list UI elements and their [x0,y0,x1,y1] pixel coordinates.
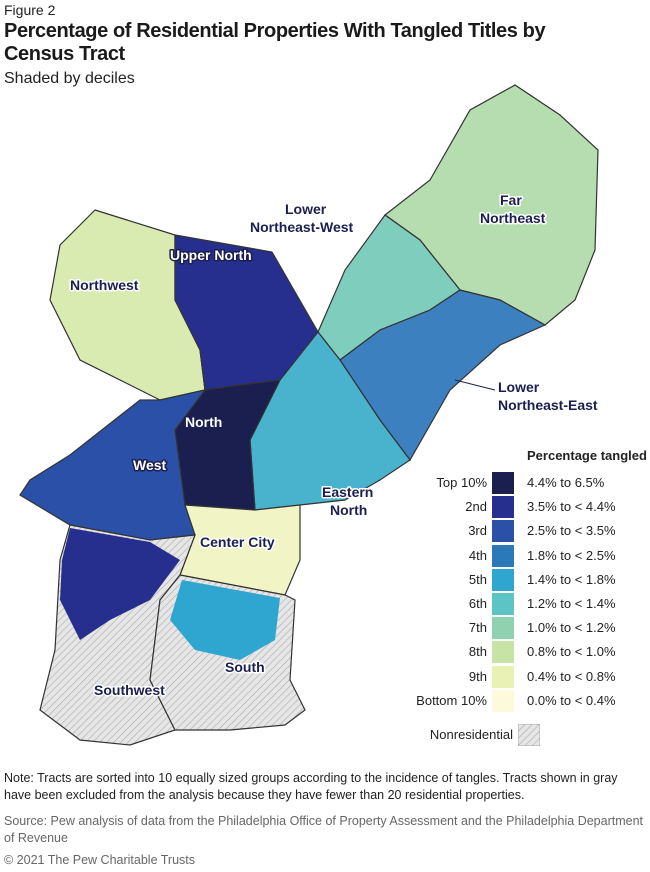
legend-rank: 4th [468,547,487,563]
legend-swatch [492,520,514,543]
title: Percentage of Residential Properties Wit… [4,20,546,65]
region-label: Center City [200,534,275,550]
region-label: West [133,457,167,473]
legend-rank: Top 10% [436,475,487,490]
note: Note: Tracts are sorted into 10 equally … [4,771,618,802]
legend: Percentage tangled Nonresidential Top 10… [416,448,650,748]
legend-rank: 9th [468,668,487,684]
legend-rank: 7th [468,620,487,636]
legend-range: 2.5% to < 3.5% [527,523,616,539]
hatch-swatch [518,724,540,746]
legend-swatch [492,617,514,640]
region-label: Lower Northeast-East [498,379,598,413]
legend-item: Bottom 10% 0.0% to < 0.4% [416,689,650,712]
region-label: South [225,659,265,675]
legend-rank: 3rd [468,523,487,539]
legend-nonresidential: Nonresidential [420,724,650,746]
region-label: Southwest [94,682,165,698]
region-label: Lower Northeast-West [250,201,354,235]
south-tracts [170,580,280,660]
legend-item: 8th 0.8% to < 1.0% [420,641,650,664]
districts [19,84,599,746]
legend-item: Top 10% 4.4% to 6.5% [420,472,650,494]
legend-item: 4th 1.8% to < 2.5% [420,544,650,567]
copyright: © 2021 The Pew Charitable Trusts [4,853,196,867]
legend-rank: 2nd [465,499,487,515]
southwest-tracts [60,528,180,640]
legend-range: 0.4% to < 0.8% [527,668,616,684]
legend-swatch [492,496,514,519]
legend-range: 0.0% to < 0.4% [527,692,616,708]
legend-range: 3.5% to < 4.4% [527,499,616,515]
region-label: Upper North [170,247,252,263]
legend-range: 4.4% to 6.5% [527,475,605,490]
region-label: Eastern North [322,484,373,518]
source: Source: Pew analysis of data from the Ph… [4,814,644,845]
legend-rank: 8th [468,644,487,660]
legend-range: 1.2% to < 1.4% [527,596,616,611]
legend-label: Nonresidential [429,727,513,742]
legend-swatch [492,568,514,591]
legend-item: 3rd 2.5% to < 3.5% [420,520,650,543]
legend-range: 1.0% to < 1.2% [527,620,616,636]
legend-item: 6th 1.2% to < 1.4% [420,593,650,615]
region-label: Far Northeast [480,192,546,226]
legend-swatch [492,689,514,712]
legend-rank: 5th [468,571,487,587]
region-label: Northwest [70,277,139,293]
legend-rank: Bottom 10% [416,692,487,708]
legend-swatch [492,665,514,688]
legend-title: Percentage tangled [527,448,647,463]
map: Far Northeast Lower Northeast-West Upper N… [19,84,599,746]
legend-swatch [492,472,514,494]
subtitle: Shaded by deciles [4,70,135,87]
legend-swatch [492,641,514,664]
legend-item: 9th 0.4% to < 0.8% [420,665,650,688]
legend-range: 0.8% to < 1.0% [527,644,616,660]
legend-item: 5th 1.4% to < 1.8% [420,568,650,591]
legend-range: 1.8% to < 2.5% [527,547,616,563]
figure-label: Figure 2 [4,2,56,18]
legend-swatch [492,544,514,567]
west-area [19,389,207,541]
legend-rank: 6th [468,596,487,611]
legend-range: 1.4% to < 1.8% [527,571,616,587]
legend-swatch [492,593,514,615]
legend-item: 7th 1.0% to < 1.2% [420,617,650,640]
legend-item: 2nd 3.5% to < 4.4% [420,496,650,519]
leader-line [454,379,496,391]
region-label: North [185,414,222,430]
